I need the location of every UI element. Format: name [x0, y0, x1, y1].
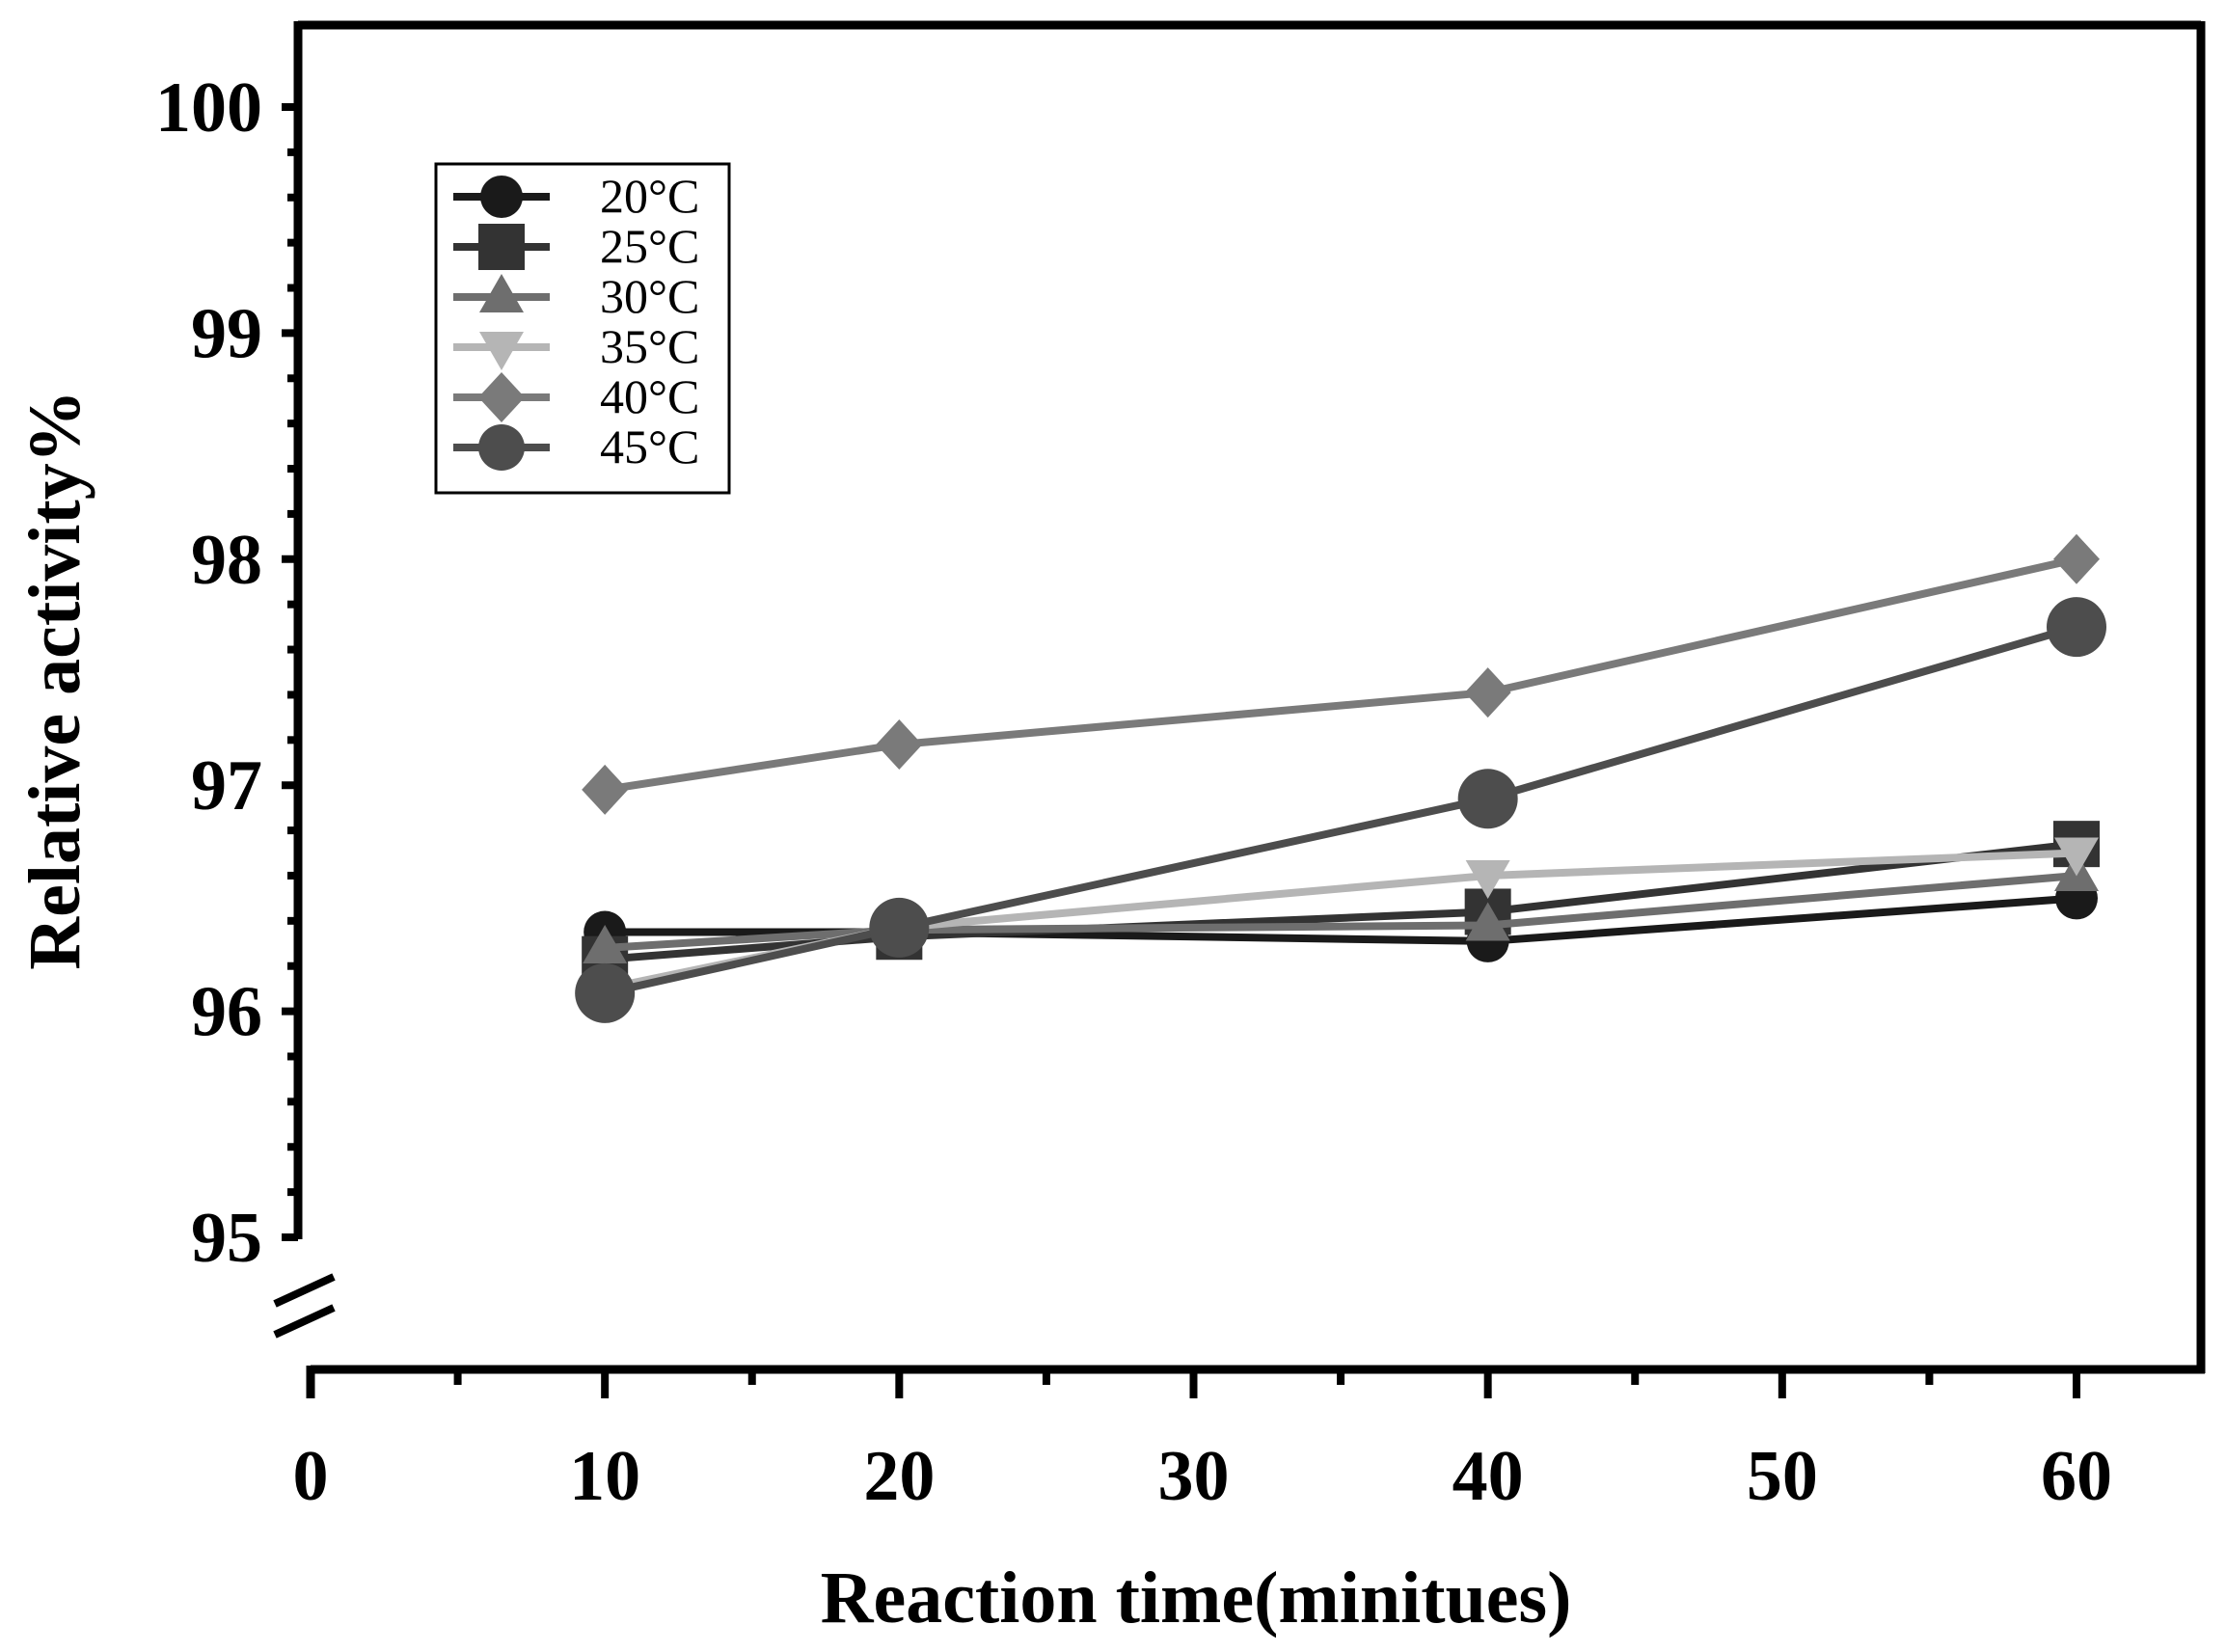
legend-item: 25°C — [453, 219, 699, 273]
data-point — [1465, 859, 1510, 899]
series-45°C — [575, 597, 2106, 1023]
data-point — [2054, 837, 2099, 877]
legend-marker — [479, 332, 524, 370]
x-tick-label: 60 — [2041, 1437, 2112, 1516]
legend-marker — [480, 176, 523, 218]
data-point — [583, 924, 628, 963]
series-line — [604, 555, 2077, 794]
y-axis-title: Relative activity% — [14, 390, 95, 969]
legend-item: 40°C — [453, 369, 699, 423]
legend-item: 35°C — [453, 319, 699, 373]
y-axis: 95 96 97 98 99 100 — [155, 68, 298, 1278]
y-tick-label: 97 — [191, 746, 262, 826]
data-point — [1465, 902, 1510, 941]
legend-item: 30°C — [453, 269, 699, 323]
series-line — [604, 623, 2078, 997]
legend-item: 20°C — [453, 169, 699, 223]
series-line — [604, 871, 2077, 952]
data-point — [582, 764, 629, 815]
legend-item: 45°C — [453, 420, 699, 474]
legend: 20°C25°C30°C35°C40°C45°C — [434, 162, 731, 495]
legend-label: 35°C — [600, 319, 699, 373]
y-tick-label: 95 — [191, 1199, 262, 1278]
y-tick-label: 100 — [155, 68, 262, 148]
data-point — [1457, 769, 1518, 829]
series-40°C — [582, 533, 2100, 815]
data-point — [1464, 667, 1511, 718]
x-tick-label: 30 — [1158, 1437, 1230, 1516]
data-point — [2053, 533, 2100, 584]
x-tick-label: 40 — [1452, 1437, 1524, 1516]
y-tick-label: 98 — [191, 521, 262, 600]
legend-marker — [478, 424, 525, 471]
x-axis-title: Reaction time(minitues) — [821, 1557, 1572, 1638]
axis-break-mark — [273, 1273, 336, 1308]
legend-label: 40°C — [600, 369, 699, 423]
series-layer — [575, 533, 2106, 1023]
x-axis: 0 10 20 30 40 50 60 — [293, 1369, 2112, 1516]
legend-marker — [479, 274, 524, 312]
legend-label: 25°C — [600, 219, 699, 273]
series-25°C — [582, 821, 2100, 983]
series-line — [605, 894, 2077, 945]
plot-frame — [273, 20, 2206, 1398]
y-tick-label: 96 — [191, 973, 262, 1052]
axis-break-mark — [273, 1304, 336, 1339]
data-point — [876, 719, 923, 771]
y-tick-label: 99 — [191, 294, 262, 373]
data-point — [869, 897, 930, 958]
x-tick-label: 10 — [569, 1437, 640, 1516]
legend-label: 45°C — [600, 420, 699, 474]
legend-label: 30°C — [600, 269, 699, 323]
legend-label: 20°C — [600, 169, 699, 223]
x-tick-label: 0 — [293, 1437, 329, 1516]
data-point — [2047, 597, 2106, 658]
legend-marker — [478, 372, 525, 422]
x-tick-label: 50 — [1747, 1437, 1818, 1516]
data-point — [575, 962, 636, 1023]
legend-marker — [478, 224, 525, 270]
x-tick-label: 20 — [863, 1437, 935, 1516]
